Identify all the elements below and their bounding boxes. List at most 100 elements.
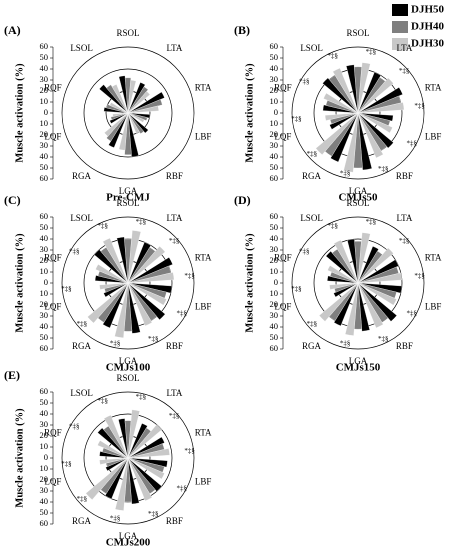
annotation: *‡§ [136, 218, 147, 226]
annotation: *‡§ [340, 339, 351, 347]
category-label: RBF [166, 171, 183, 181]
bar [127, 457, 162, 492]
y-tick-label: 60 [270, 343, 279, 353]
category-label: LSOL [70, 388, 93, 398]
panel-label: (B) [234, 23, 250, 37]
bar [127, 282, 141, 334]
legend-label: DJH30 [411, 38, 445, 50]
category-label: LGA [119, 186, 138, 196]
category-label: LBF [195, 476, 212, 486]
ring [61, 46, 195, 180]
bar [103, 414, 129, 459]
ring [83, 68, 173, 158]
annotation: *‡§ [176, 310, 187, 318]
category-label: LQF [274, 301, 291, 311]
annotation: *‡§ [69, 248, 80, 256]
annotation: *‡§ [176, 485, 187, 493]
annotation: *‡§ [110, 514, 121, 522]
bar [357, 71, 382, 114]
bar [127, 230, 141, 284]
category-label: LSOL [70, 43, 93, 53]
panel-subtitle: CMJs50 [338, 192, 378, 204]
annotation: *‡§ [299, 78, 310, 86]
annotation: *‡§ [307, 150, 318, 158]
bar [127, 79, 137, 114]
category-label: LBF [195, 301, 212, 311]
y-tick-label: 50 [40, 332, 49, 342]
annotation: *‡§ [69, 423, 80, 431]
annotation: *‡§ [340, 169, 351, 177]
bar [127, 272, 175, 284]
bar [127, 457, 165, 480]
y-tick-label: 20 [40, 430, 49, 440]
bar [127, 112, 140, 134]
bar [127, 409, 140, 459]
bar [95, 264, 129, 284]
bar [347, 238, 359, 284]
bar [127, 282, 153, 327]
bar [118, 75, 129, 114]
annotation: *‡§ [366, 48, 377, 56]
bar [109, 102, 129, 114]
annotation: *‡§ [366, 218, 377, 226]
y-tick-label: 50 [270, 162, 279, 172]
y-tick-label: 60 [40, 386, 49, 396]
bar [329, 282, 359, 290]
bar [323, 92, 359, 114]
bar [357, 232, 371, 284]
annotation: *‡§ [414, 272, 425, 280]
bar [127, 112, 144, 134]
bar [357, 112, 384, 159]
bar [99, 282, 129, 290]
bar [127, 282, 166, 320]
bar [127, 246, 166, 284]
y-tick-label: 50 [270, 332, 279, 342]
y-tick-label: 40 [40, 233, 49, 243]
bar [324, 112, 359, 121]
category-label: RQF [44, 83, 62, 93]
bar [357, 282, 397, 306]
category-label: RQF [44, 428, 62, 438]
bar [104, 112, 129, 137]
category-label: RQF [44, 253, 62, 263]
y-tick-label: 20 [270, 85, 279, 95]
y-tick-label: 0 [274, 277, 278, 287]
y-tick-label: 60 [40, 41, 49, 51]
annotation: *‡§ [98, 222, 109, 230]
bar [127, 448, 170, 459]
y-tick-label: 20 [270, 129, 279, 139]
bar [357, 87, 403, 114]
bar [127, 112, 149, 134]
bar [357, 272, 403, 284]
annotation: *‡§ [148, 510, 159, 518]
y-tick-label: 50 [40, 52, 49, 62]
y-tick-label: 10 [40, 288, 49, 298]
y-axis-label: Muscle activation (%) [14, 233, 25, 333]
category-label: LSOL [70, 213, 93, 223]
bar [357, 62, 371, 114]
bar [102, 237, 129, 284]
bar [127, 105, 159, 114]
y-tick-label: 30 [270, 74, 279, 84]
category-label: RTA [195, 253, 212, 263]
bar [333, 282, 359, 327]
bar [357, 77, 394, 114]
y-tick-label: 0 [44, 452, 48, 462]
category-label: LSOL [300, 213, 323, 223]
annotation: *‡§ [136, 393, 147, 401]
y-tick-label: 40 [270, 233, 279, 243]
y-tick-label: 10 [40, 463, 49, 473]
y-tick-label: 50 [40, 397, 49, 407]
y-axis-label: Muscle activation (%) [244, 63, 255, 163]
y-tick-label: 30 [40, 74, 49, 84]
annotation: *‡§ [299, 248, 310, 256]
bar [105, 457, 129, 472]
bar [127, 99, 163, 114]
panel-label: (E) [4, 368, 20, 382]
y-tick-label: 50 [270, 52, 279, 62]
y-tick-label: 60 [40, 343, 49, 353]
annotation: *‡§ [98, 397, 109, 405]
annotation: *‡§ [307, 320, 318, 328]
category-label: RSOL [346, 28, 369, 38]
bar [108, 112, 129, 148]
